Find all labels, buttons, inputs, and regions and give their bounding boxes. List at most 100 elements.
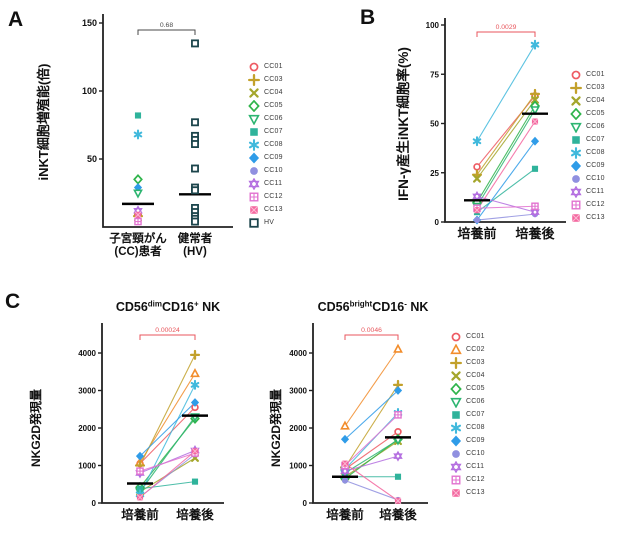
- legend-item-cc11: CC11: [248, 177, 283, 190]
- panel-a-label: A: [8, 8, 24, 31]
- cc06-marker-icon: [450, 397, 462, 408]
- panel-c-label: C: [5, 290, 21, 313]
- svg-text:1000: 1000: [289, 462, 307, 471]
- legend-item-cc05: CC05: [450, 382, 485, 395]
- legend-item-cc12: CC12: [570, 198, 605, 211]
- svg-text:0: 0: [435, 218, 440, 227]
- svg-text:4000: 4000: [78, 349, 96, 358]
- cc08-marker-icon: [450, 421, 462, 434]
- cc13-marker-icon: [451, 488, 461, 497]
- svg-text:0.0029: 0.0029: [496, 24, 517, 31]
- cc11-marker-icon: [248, 177, 260, 190]
- svg-text:2000: 2000: [289, 424, 307, 433]
- legend-item-cc10: CC10: [248, 164, 283, 177]
- legend-item-cc03: CC03: [248, 73, 283, 86]
- legend-label: CC07: [586, 136, 605, 143]
- cc04-marker-icon: [571, 95, 581, 106]
- cc03-marker-icon: [248, 73, 260, 86]
- legend-item-cc07: CC07: [248, 125, 283, 138]
- svg-text:NKG2D発現量: NKG2D発現量: [28, 389, 43, 467]
- legend-item-cc13: CC13: [450, 486, 485, 499]
- svg-text:100: 100: [426, 21, 440, 30]
- legend-label: CC03: [466, 359, 485, 366]
- legend-item-cc05: CC05: [570, 107, 605, 120]
- svg-text:培養後: 培養後: [515, 226, 555, 241]
- svg-text:IFN-γ産生iNKT細胞率(%): IFN-γ産生iNKT細胞率(%): [395, 47, 411, 201]
- legend-label: CC01: [466, 333, 485, 340]
- legend-label: CC09: [264, 154, 283, 161]
- svg-text:100: 100: [82, 86, 97, 96]
- svg-text:50: 50: [87, 154, 97, 164]
- legend-label: CC10: [586, 175, 605, 182]
- legend-label: CC08: [264, 141, 283, 148]
- svg-text:50: 50: [430, 120, 439, 129]
- legend-item-cc06: CC06: [450, 395, 485, 408]
- cc07-marker-icon: [452, 410, 460, 419]
- cc04-marker-icon: [249, 87, 259, 98]
- legend-label: CC10: [466, 450, 485, 457]
- cc03-marker-icon: [570, 81, 582, 94]
- legend-label: CC01: [264, 63, 283, 70]
- cc01-marker-icon: [451, 332, 461, 341]
- legend-label: CC13: [264, 206, 283, 213]
- legend-item-cc10: CC10: [450, 447, 485, 460]
- svg-text:培養後: 培養後: [176, 507, 214, 522]
- svg-text:3000: 3000: [289, 387, 307, 396]
- svg-text:0.0046: 0.0046: [361, 327, 382, 334]
- cc12-marker-icon: [451, 475, 461, 484]
- cc07-marker-icon: [250, 127, 258, 136]
- legend-label: CC11: [264, 180, 283, 187]
- legend-label: CC12: [466, 476, 485, 483]
- legend-item-cc06: CC06: [570, 120, 605, 133]
- cc13-marker-icon: [571, 213, 581, 222]
- svg-text:4000: 4000: [289, 349, 307, 358]
- svg-text:25: 25: [430, 169, 439, 178]
- legend-label: CC05: [264, 102, 283, 109]
- legend-item-cc09: CC09: [248, 151, 283, 164]
- cc12-marker-icon: [571, 200, 581, 209]
- legend-item-cc05: CC05: [248, 99, 283, 112]
- legend-label: CC01: [586, 71, 605, 78]
- svg-text:培養前: 培養前: [121, 507, 159, 522]
- legend-label: CC04: [466, 372, 485, 379]
- panel-c-right-chart: 0 1000 2000 3000 4000 NKG2D発現量 CD56brightCD16-…: [268, 300, 428, 523]
- cc13-marker-icon: [249, 205, 259, 214]
- legend-item-cc01: CC01: [450, 330, 485, 343]
- svg-text:培養前: 培養前: [326, 507, 364, 522]
- legend-item-cc08: CC08: [570, 146, 605, 159]
- panel-a-chart: 50 100 150 iNKT細胞増殖能(倍) 子宮頸がん(CC)患者 健常者(HV) 0.…: [36, 14, 233, 258]
- cc09-marker-icon: [248, 152, 260, 163]
- svg-text:(CC)患者: (CC)患者: [114, 244, 162, 258]
- cc08-marker-icon: [570, 146, 582, 159]
- legend-item-hv: HV: [248, 216, 283, 229]
- legend-item-cc04: CC04: [248, 86, 283, 99]
- panel-c-left-chart: 0 1000 2000 3000 4000 NKG2D発現量 CD56dimCD16+ NK…: [28, 300, 224, 522]
- legend-label: HV: [264, 219, 275, 226]
- cc03-marker-icon: [450, 356, 462, 369]
- cc12-marker-icon: [249, 192, 259, 201]
- svg-text:(HV): (HV): [183, 246, 207, 258]
- legend-label: CC03: [264, 76, 283, 83]
- panel-b-label: B: [360, 6, 376, 29]
- legend-label: CC03: [586, 84, 605, 91]
- cc10-marker-icon: [452, 449, 460, 458]
- legend-label: CC06: [264, 115, 283, 122]
- legend-item-cc10: CC10: [570, 172, 605, 185]
- legend-item-cc08: CC08: [450, 421, 485, 434]
- cc07-marker-icon: [572, 135, 580, 144]
- cc05-marker-icon: [248, 99, 260, 112]
- legend-label: CC12: [264, 193, 283, 200]
- cc10-marker-icon: [572, 174, 580, 183]
- cc10-marker-icon: [250, 166, 258, 175]
- svg-text:3000: 3000: [78, 387, 96, 396]
- cc05-marker-icon: [450, 382, 462, 395]
- legend-label: CC07: [264, 128, 283, 135]
- svg-text:75: 75: [430, 70, 439, 79]
- legend-label: CC09: [466, 437, 485, 444]
- legend-item-cc13: CC13: [248, 203, 283, 216]
- legend-item-cc12: CC12: [248, 190, 283, 203]
- svg-text:2000: 2000: [78, 424, 96, 433]
- legend-item-cc01: CC01: [570, 68, 605, 81]
- svg-text:NKG2D発現量: NKG2D発現量: [268, 389, 283, 467]
